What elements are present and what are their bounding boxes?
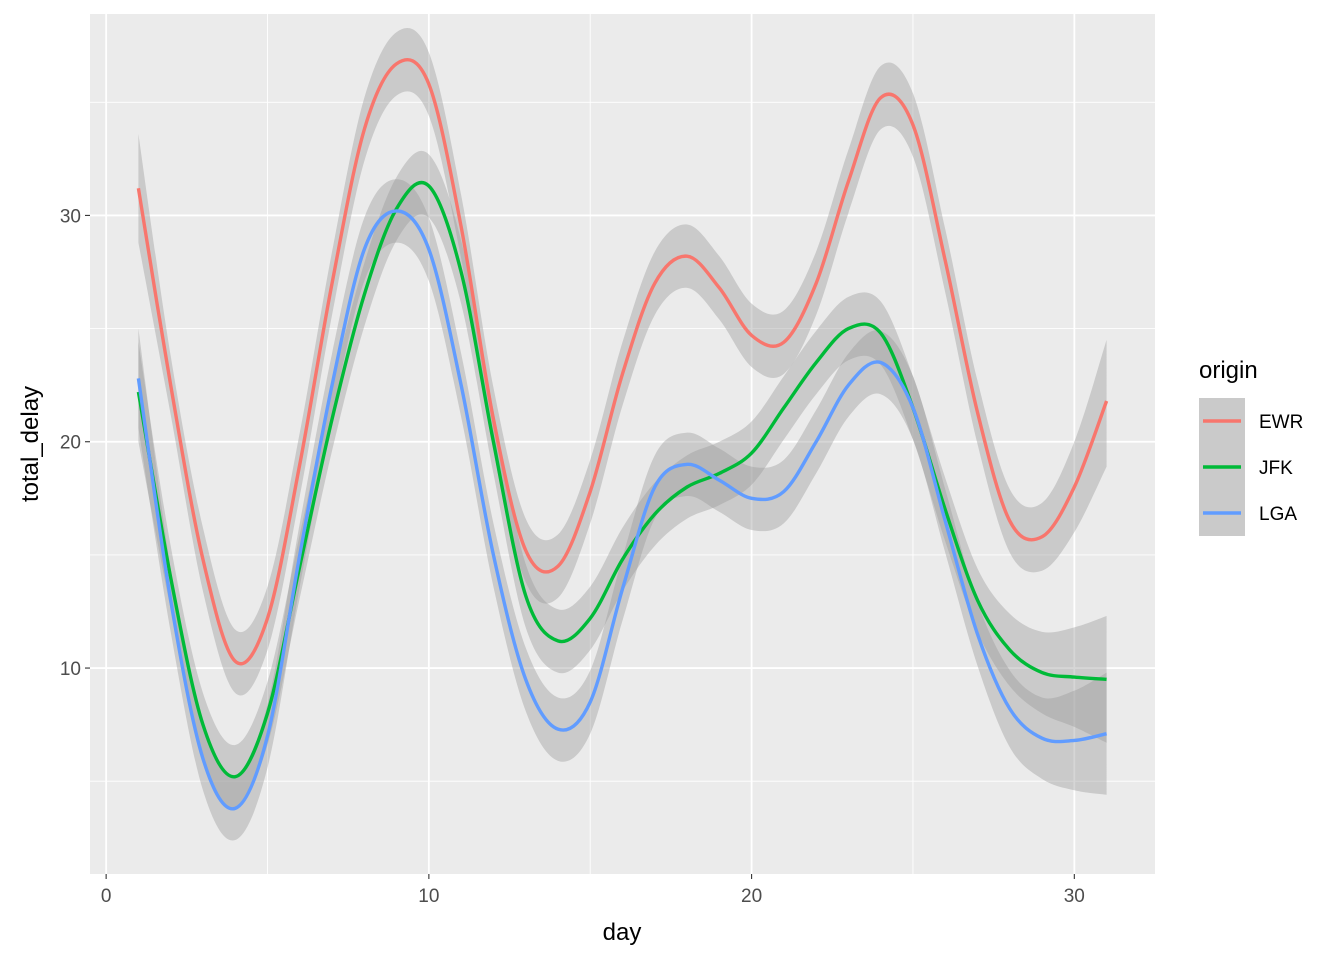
legend-label-lga: LGA — [1259, 504, 1297, 525]
line-ewr — [136, 58, 1109, 666]
x-tick-label: 20 — [741, 886, 762, 907]
x-axis: 0 10 20 30 — [101, 874, 1085, 907]
band-lga — [138, 179, 1107, 841]
y-axis: 10 20 30 — [60, 206, 90, 680]
grid-major — [90, 14, 1155, 874]
legend-items: EWR JFK LGA — [1199, 398, 1303, 536]
legend-title: origin — [1199, 357, 1258, 384]
y-tick-label: 10 — [60, 659, 81, 680]
x-tick-label: 10 — [418, 886, 439, 907]
legend: origin EWR JFK LGA — [1199, 357, 1303, 536]
line-lga — [136, 209, 1107, 811]
y-axis-title: total_delay — [17, 386, 44, 502]
x-tick-label: 30 — [1064, 886, 1085, 907]
band-jfk — [138, 150, 1107, 809]
legend-label-jfk: JFK — [1259, 458, 1293, 479]
grid-minor — [90, 14, 1155, 874]
confidence-bands — [138, 27, 1107, 841]
series-lines — [136, 58, 1109, 811]
x-tick-label: 0 — [101, 886, 112, 907]
x-axis-title: day — [603, 919, 642, 946]
y-tick-label: 20 — [60, 433, 81, 454]
band-ewr — [138, 27, 1107, 696]
y-tick-label: 30 — [60, 206, 81, 227]
legend-label-ewr: EWR — [1259, 412, 1303, 433]
